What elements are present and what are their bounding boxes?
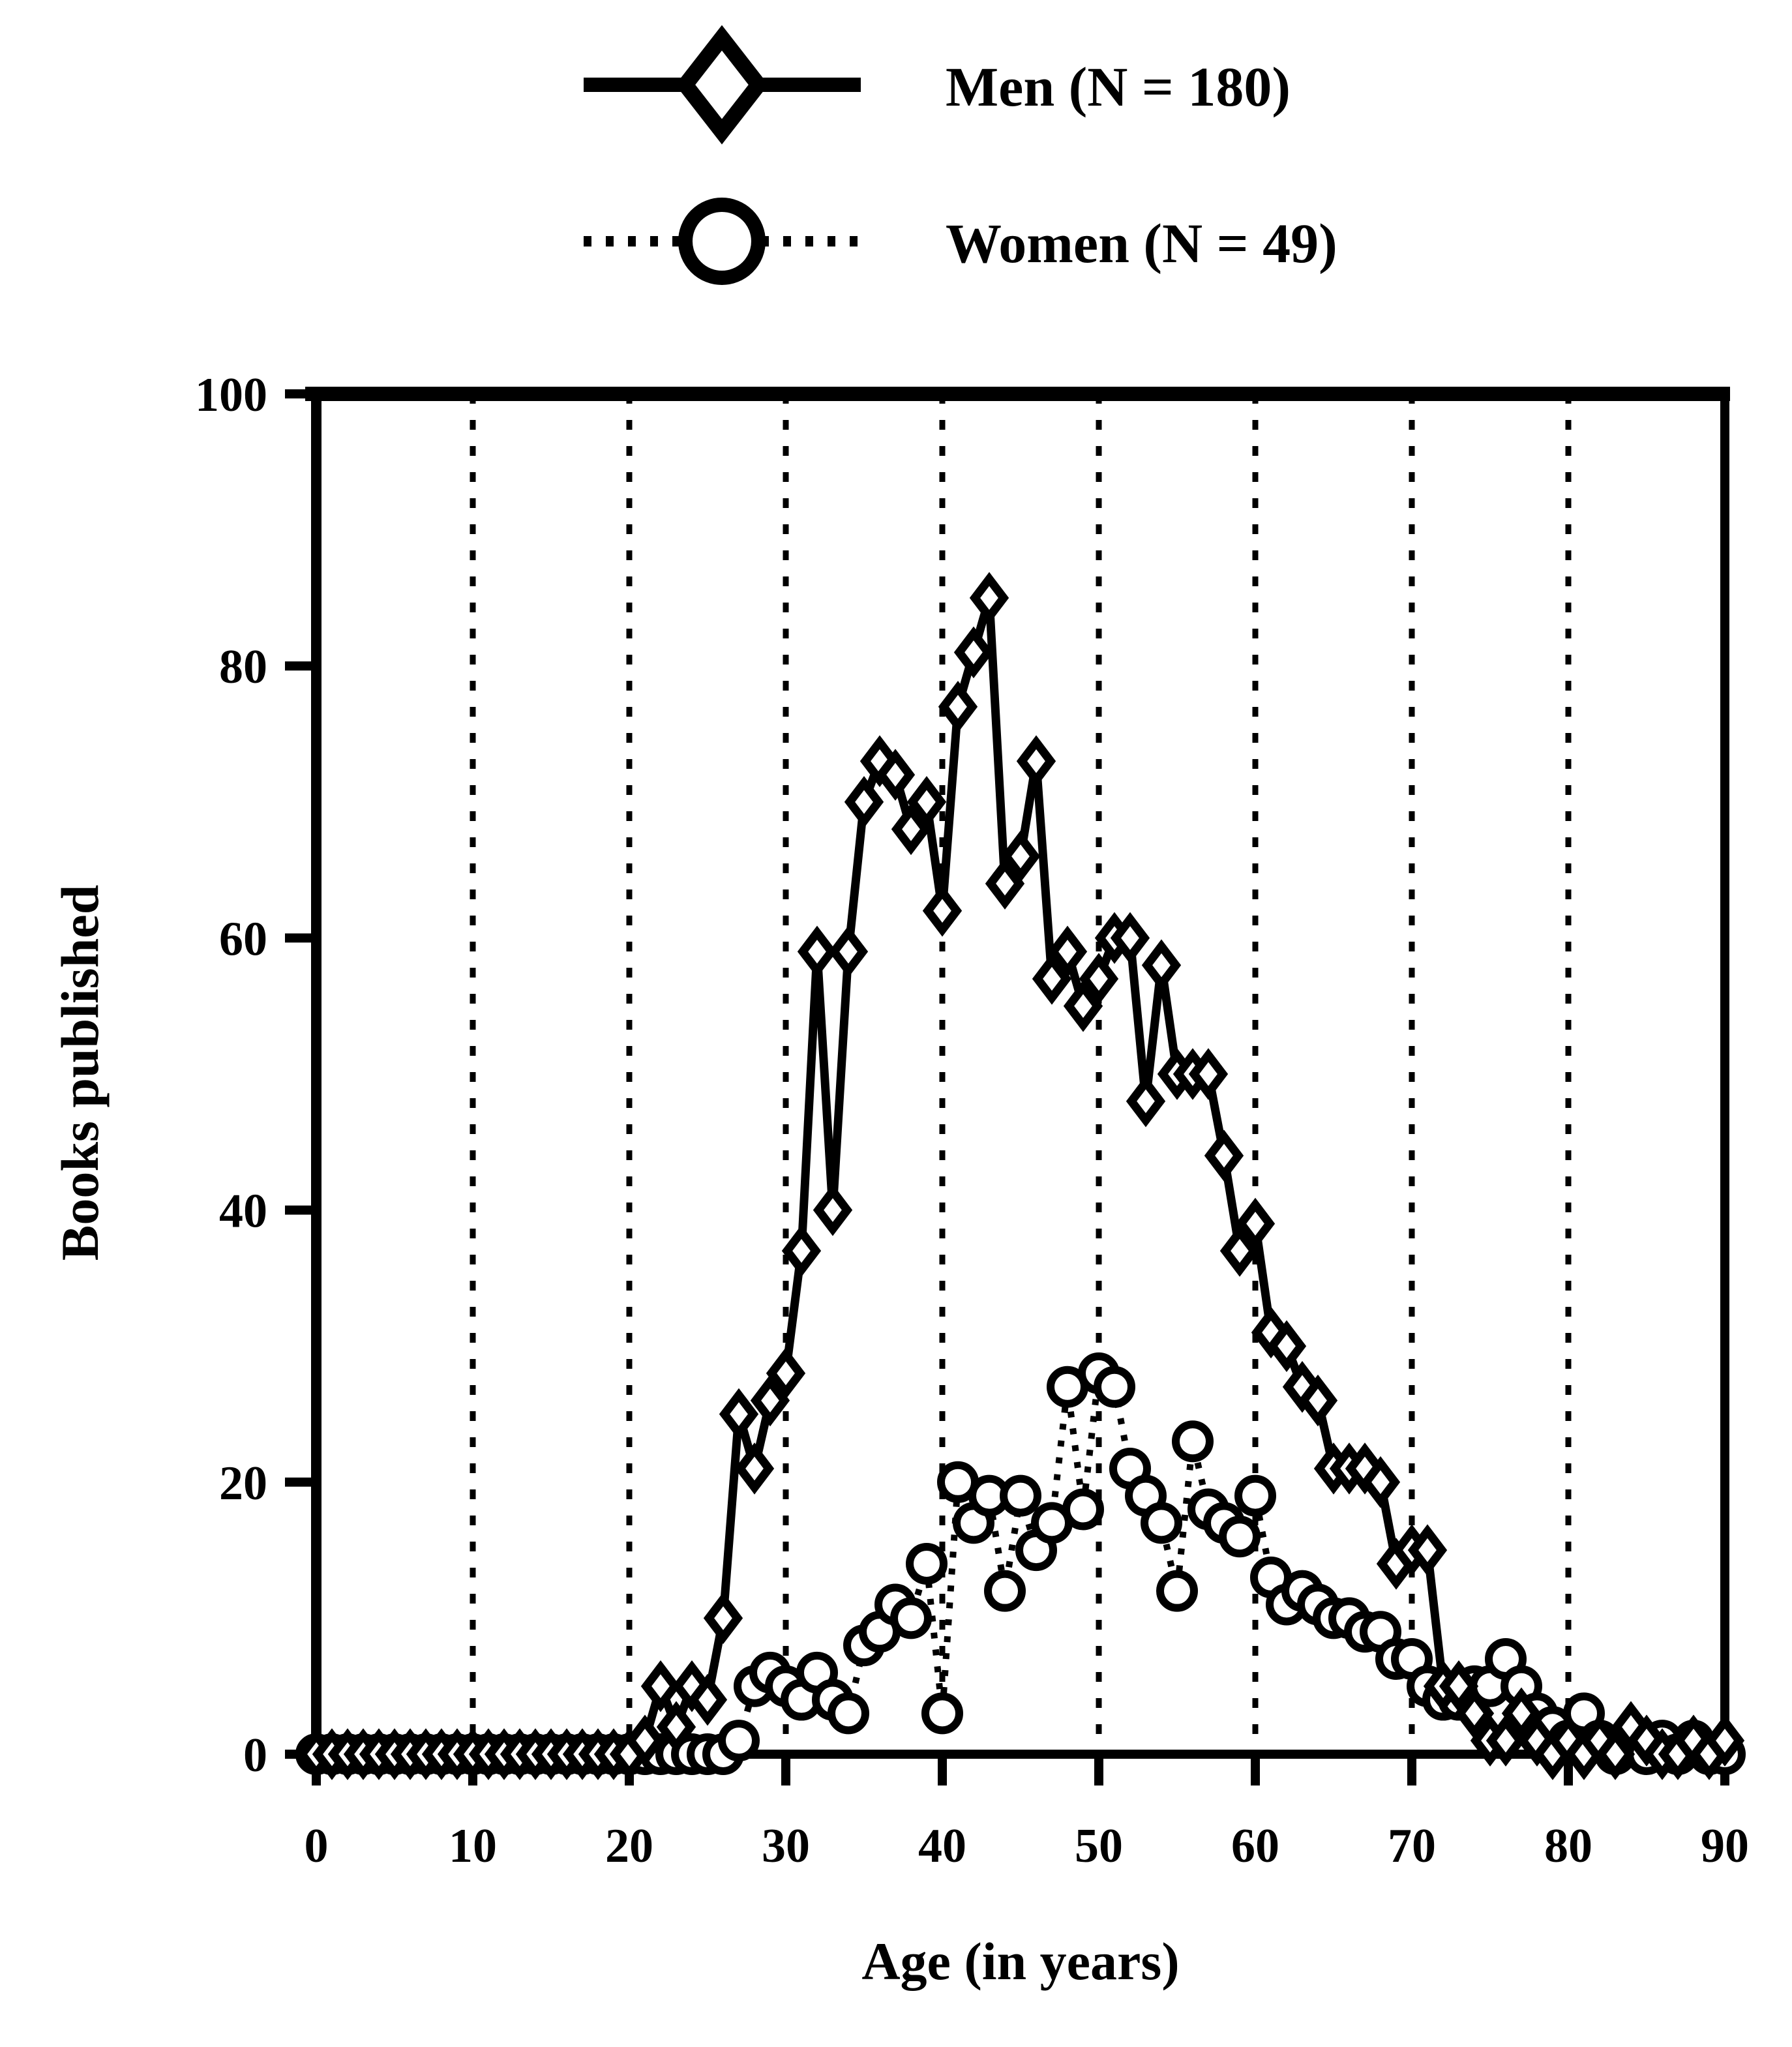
- x-tick-label-40: 40: [918, 1819, 966, 1873]
- legend-men-item: Men (N = 180): [584, 25, 1291, 145]
- y-tick-label-40: 40: [219, 1185, 267, 1238]
- men-marker-age-76: [1486, 1714, 1526, 1767]
- men-marker-age-83: [1595, 1728, 1635, 1780]
- men-marker-age-47: [1032, 953, 1072, 1005]
- men-marker-age-71: [1407, 1524, 1448, 1576]
- women-marker-age-44: [984, 1570, 1026, 1612]
- women-marker-age-54: [1141, 1502, 1182, 1544]
- men-marker-age-54: [1141, 939, 1182, 991]
- women-legend-circle-icon: [678, 198, 766, 285]
- women-marker-age-49: [1062, 1488, 1104, 1531]
- men-marker-age-34: [828, 925, 869, 978]
- men-marker-age-62: [1266, 1320, 1307, 1372]
- legend-men-label: Men (N = 180): [946, 55, 1291, 118]
- men-marker-age-73: [1439, 1660, 1479, 1712]
- women-marker-age-38: [890, 1597, 932, 1639]
- men-marker-age-30: [766, 1347, 806, 1399]
- x-tick-label-80: 80: [1544, 1819, 1592, 1873]
- men-marker-age-50: [1079, 953, 1119, 1005]
- legend: Men (N = 180) Women (N = 49): [584, 25, 1337, 285]
- men-marker-age-41: [938, 681, 978, 733]
- x-tick-label-30: 30: [762, 1819, 810, 1873]
- legend-women-label: Women (N = 49): [946, 212, 1337, 275]
- men-marker-age-38: [891, 803, 931, 856]
- men-marker-age-60: [1235, 1197, 1276, 1250]
- x-tick-label-90: 90: [1701, 1819, 1749, 1873]
- men-marker-age-27: [719, 1388, 759, 1441]
- men-marker-age-26: [703, 1592, 743, 1645]
- men-marker-age-32: [797, 925, 837, 978]
- women-marker-age-56: [1172, 1420, 1214, 1463]
- x-tick-label-0: 0: [305, 1819, 329, 1873]
- women-marker-age-51: [1094, 1366, 1135, 1408]
- x-tick-label-70: 70: [1388, 1819, 1436, 1873]
- women-marker-age-45: [1000, 1474, 1041, 1517]
- men-marker-age-74: [1454, 1687, 1495, 1740]
- women-marker-age-55: [1156, 1570, 1198, 1612]
- men-marker-age-35: [844, 776, 884, 828]
- women-marker-age-27: [718, 1720, 760, 1762]
- legend-women-item: Women (N = 49): [584, 198, 1337, 285]
- women-marker-age-39: [906, 1542, 948, 1585]
- men-legend-diamond-icon: [675, 25, 769, 145]
- men-marker-age-90: [1705, 1714, 1745, 1767]
- men-marker-age-77: [1501, 1687, 1542, 1740]
- y-tick-label-60: 60: [219, 912, 267, 966]
- men-marker-age-68: [1360, 1456, 1401, 1508]
- men-marker-age-39: [906, 776, 947, 828]
- men-marker-age-58: [1204, 1129, 1244, 1182]
- women-marker-age-59: [1219, 1516, 1261, 1558]
- women-marker-age-40: [921, 1692, 963, 1735]
- men-marker-age-52: [1110, 912, 1150, 964]
- men-marker-age-21: [625, 1714, 665, 1767]
- x-tick-label-10: 10: [449, 1819, 497, 1873]
- men-marker-age-53: [1126, 1075, 1166, 1128]
- men-marker-age-37: [875, 749, 916, 801]
- y-tick-label-0: 0: [243, 1729, 267, 1782]
- men-marker-age-28: [734, 1442, 775, 1495]
- men-marker-age-46: [1016, 735, 1056, 787]
- men-marker-age-40: [922, 884, 963, 937]
- men-marker-age-57: [1188, 1048, 1229, 1100]
- men-marker-age-64: [1298, 1374, 1338, 1427]
- men-marker-age-48: [1047, 925, 1088, 978]
- x-tick-label-20: 20: [605, 1819, 653, 1873]
- x-tick-label-60: 60: [1231, 1819, 1279, 1873]
- y-axis-title: Books published: [50, 885, 110, 1261]
- men-marker-age-25: [687, 1673, 728, 1726]
- y-tick-label-80: 80: [219, 640, 267, 694]
- men-marker-age-29: [750, 1374, 790, 1427]
- men-marker-age-23: [656, 1701, 696, 1754]
- y-tick-label-100: 100: [195, 368, 267, 422]
- men-marker-age-61: [1251, 1306, 1291, 1359]
- men-marker-age-31: [781, 1225, 822, 1277]
- men-marker-age-42: [953, 626, 994, 679]
- men-marker-age-33: [813, 1184, 853, 1236]
- men-marker-age-22: [640, 1660, 681, 1712]
- x-tick-label-50: 50: [1075, 1819, 1123, 1873]
- y-tick-label-20: 20: [219, 1457, 267, 1510]
- men-marker-age-59: [1219, 1225, 1260, 1277]
- x-axis-title: Age (in years): [861, 1932, 1179, 1991]
- men-marker-age-44: [985, 858, 1025, 910]
- men-marker-age-45: [1000, 830, 1041, 882]
- men-marker-age-49: [1063, 979, 1103, 1032]
- men-marker-age-43: [969, 572, 1009, 624]
- women-marker-age-60: [1234, 1474, 1276, 1517]
- women-marker-age-34: [828, 1692, 869, 1735]
